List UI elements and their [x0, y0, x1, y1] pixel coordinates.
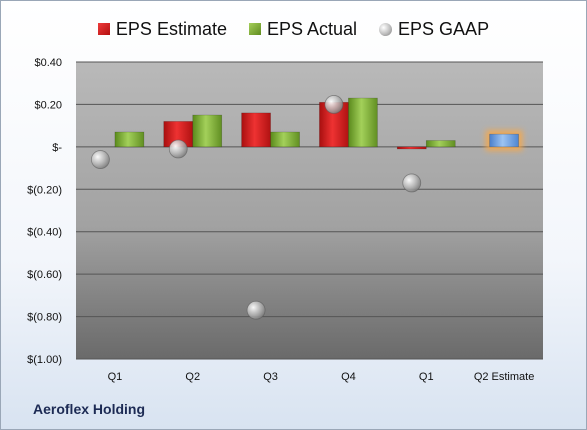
bar-eps-actual	[348, 97, 378, 148]
marker-eps-gaap	[324, 95, 344, 114]
bar-eps-actual	[114, 131, 145, 148]
x-tick-label: Q3	[263, 371, 278, 383]
bars	[114, 97, 523, 151]
legend-swatch-estimate	[97, 23, 110, 35]
legend-label-actual: EPS Actual	[266, 18, 358, 39]
y-tick-label: $-	[52, 142, 62, 154]
bar-eps-estimate-next	[489, 133, 519, 148]
y-tick-label: $(1.00)	[27, 354, 62, 366]
y-axis-ticks: $0.40 $0.20 $- $(0.20) $(0.40) $(0.60) $(0.80)…	[27, 57, 62, 366]
y-tick-label: $0.20	[34, 99, 62, 111]
x-tick-label: Q4	[341, 371, 356, 383]
legend-item-estimate: EPS Estimate	[97, 18, 227, 40]
marker-eps-gaap	[168, 139, 188, 159]
gaap-markers	[91, 95, 422, 320]
marker-eps-gaap	[402, 173, 422, 193]
legend-label-gaap: EPS GAAP	[398, 18, 490, 39]
legend-swatch-gaap	[379, 22, 393, 36]
x-tick-label: Q1	[419, 371, 434, 383]
y-tick-label: $(0.20)	[27, 184, 62, 196]
gridlines	[76, 61, 543, 360]
y-tick-label: $0.40	[34, 57, 62, 69]
bar-eps-estimate	[241, 112, 271, 148]
marker-eps-gaap	[246, 300, 266, 320]
x-tick-label: Q1	[108, 371, 123, 383]
bar-eps-estimate	[396, 146, 427, 150]
y-tick-label: $(0.60)	[27, 269, 62, 281]
legend-item-actual: EPS Actual	[248, 18, 358, 40]
y-tick-label: $(0.40)	[27, 227, 62, 239]
bar-eps-actual	[270, 131, 300, 148]
company-name: Aeroflex Holding	[33, 401, 146, 417]
marker-eps-gaap	[91, 150, 110, 169]
bar-eps-actual	[425, 140, 456, 148]
x-axis-ticks: Q1 Q2 Q3 Q4 Q1 Q2 Estimate	[108, 371, 535, 383]
bar-eps-actual	[192, 114, 223, 148]
legend-item-gaap: EPS GAAP	[379, 19, 489, 40]
legend: EPS Estimate EPS Actual EPS GAAP	[0, 14, 587, 44]
legend-swatch-actual	[248, 23, 261, 35]
x-tick-label: Q2 Estimate	[474, 371, 535, 383]
legend-label-estimate: EPS Estimate	[115, 18, 227, 39]
x-tick-label: Q2	[185, 371, 200, 383]
plot-area	[76, 62, 543, 359]
y-tick-label: $(0.80)	[27, 312, 62, 324]
